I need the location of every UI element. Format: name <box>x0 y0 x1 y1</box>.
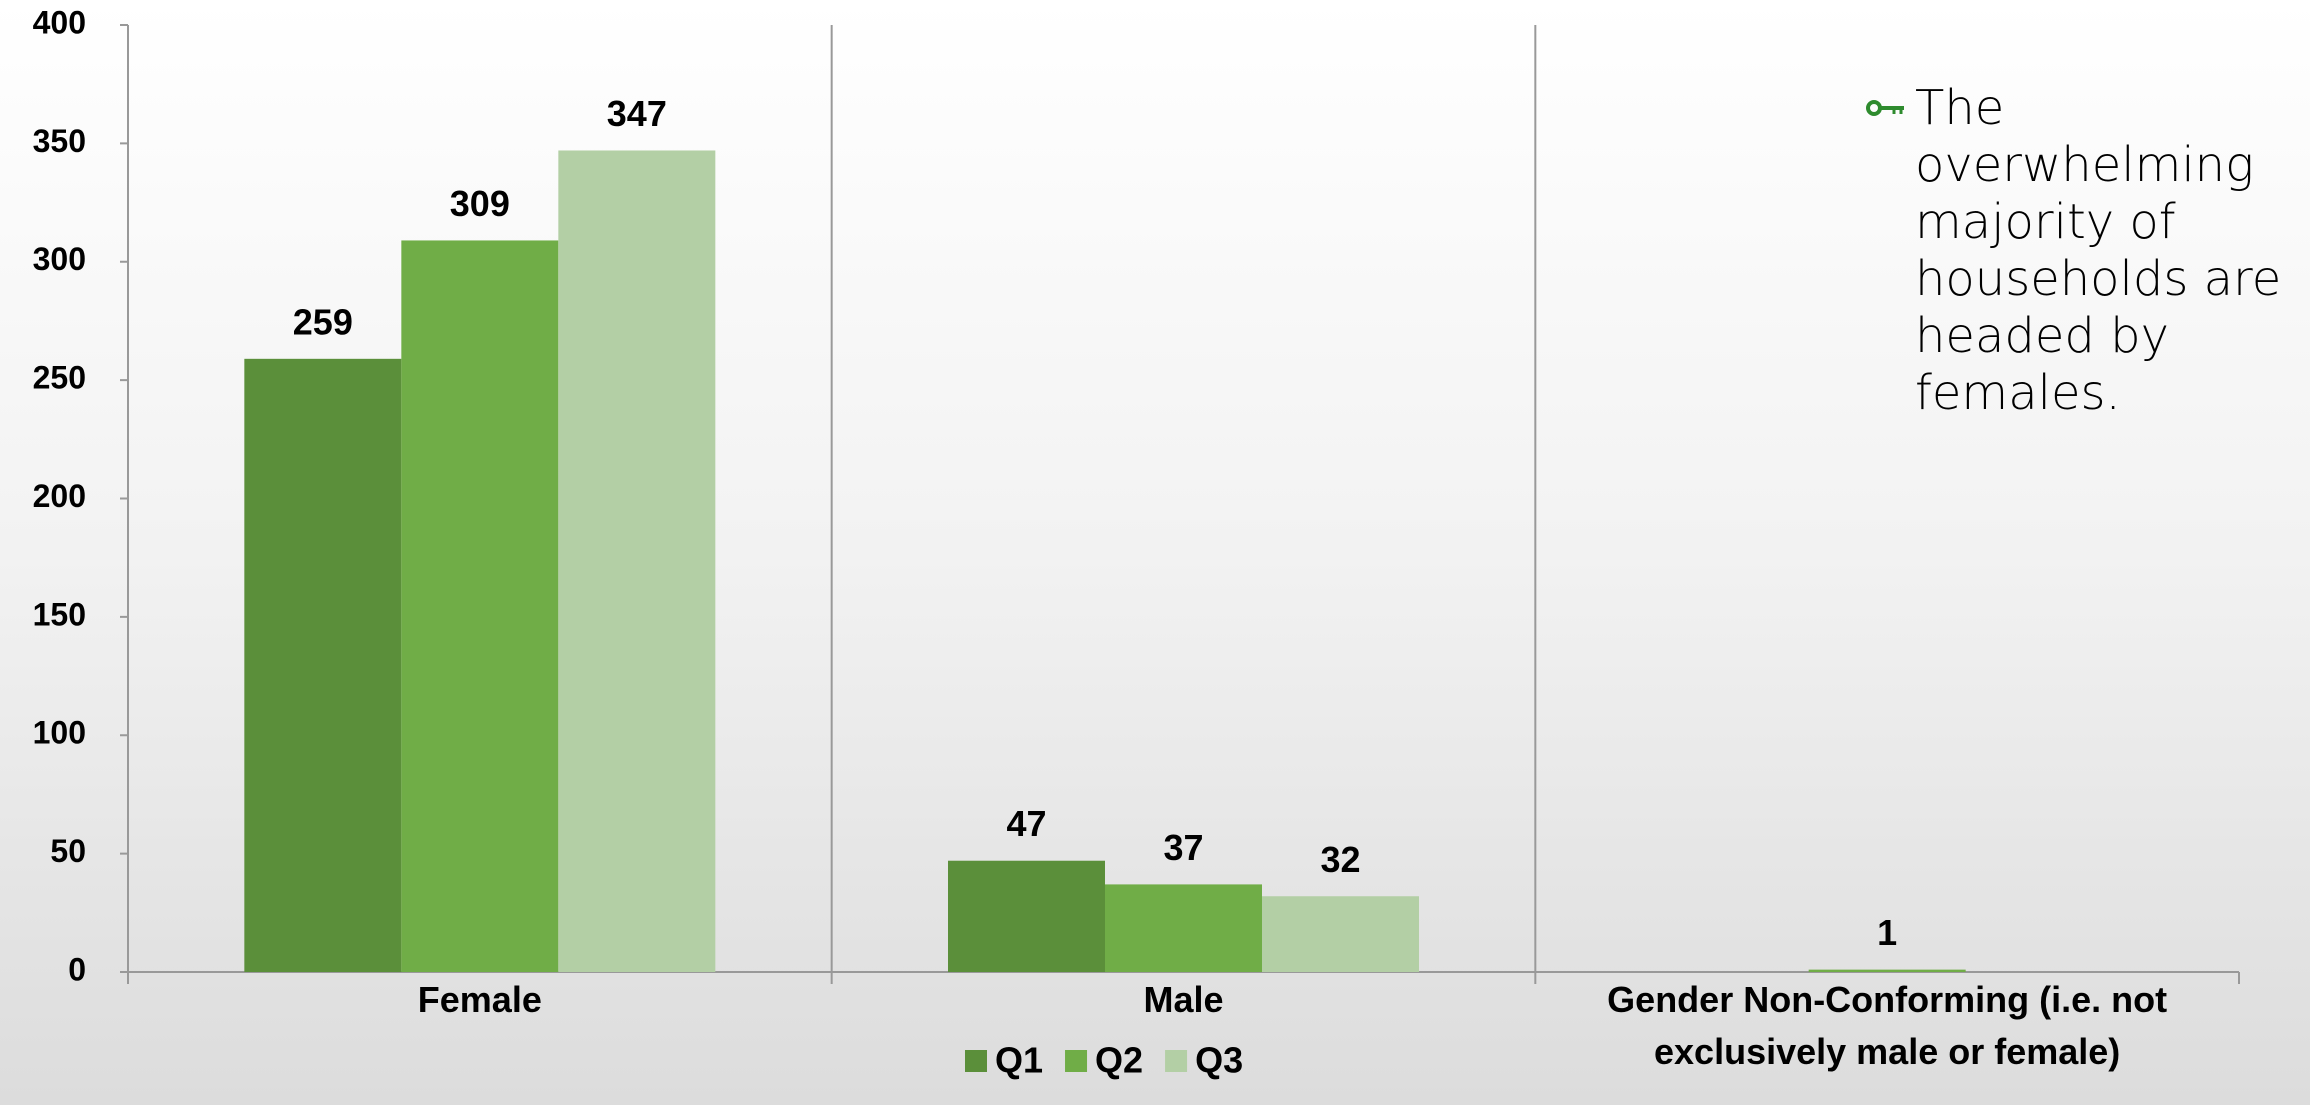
data-label: 309 <box>450 183 510 224</box>
legend-swatch <box>1165 1050 1188 1072</box>
y-tick-label: 0 <box>68 951 86 987</box>
legend-label: Q3 <box>1195 1040 1243 1081</box>
bar <box>1105 884 1262 972</box>
y-tick-label: 250 <box>33 360 86 396</box>
data-label: 47 <box>1006 803 1046 844</box>
x-tick-label: Gender Non-Conforming (i.e. not exclusiv… <box>1607 979 2168 1072</box>
data-label: 1 <box>1877 912 1897 953</box>
legend-label: Q1 <box>995 1040 1043 1081</box>
x-tick-label: Female <box>417 979 542 1020</box>
bar <box>401 240 559 972</box>
y-tick-label: 300 <box>33 241 86 277</box>
y-tick-label: 150 <box>33 596 86 632</box>
bar <box>558 150 716 973</box>
data-label: 37 <box>1163 827 1203 868</box>
key-bullet <box>1866 100 1904 116</box>
data-label: 259 <box>293 301 353 342</box>
bar <box>244 358 402 972</box>
bar <box>1808 969 1966 972</box>
data-label: 347 <box>607 93 667 134</box>
bar <box>948 860 1105 972</box>
legend-label: Q2 <box>1095 1040 1143 1081</box>
annotation: The overwhelming majority of households … <box>1915 80 2282 421</box>
y-tick-label: 350 <box>33 123 86 159</box>
y-tick-label: 50 <box>50 833 86 869</box>
y-tick-label: 400 <box>33 4 86 40</box>
x-tick-label: Male <box>1143 979 1224 1020</box>
bar <box>1262 896 1419 972</box>
legend-swatch <box>965 1050 987 1072</box>
y-tick-label: 100 <box>33 715 86 751</box>
legend-swatch <box>1065 1050 1088 1072</box>
data-label: 32 <box>1320 839 1360 880</box>
y-tick-label: 200 <box>33 478 86 514</box>
